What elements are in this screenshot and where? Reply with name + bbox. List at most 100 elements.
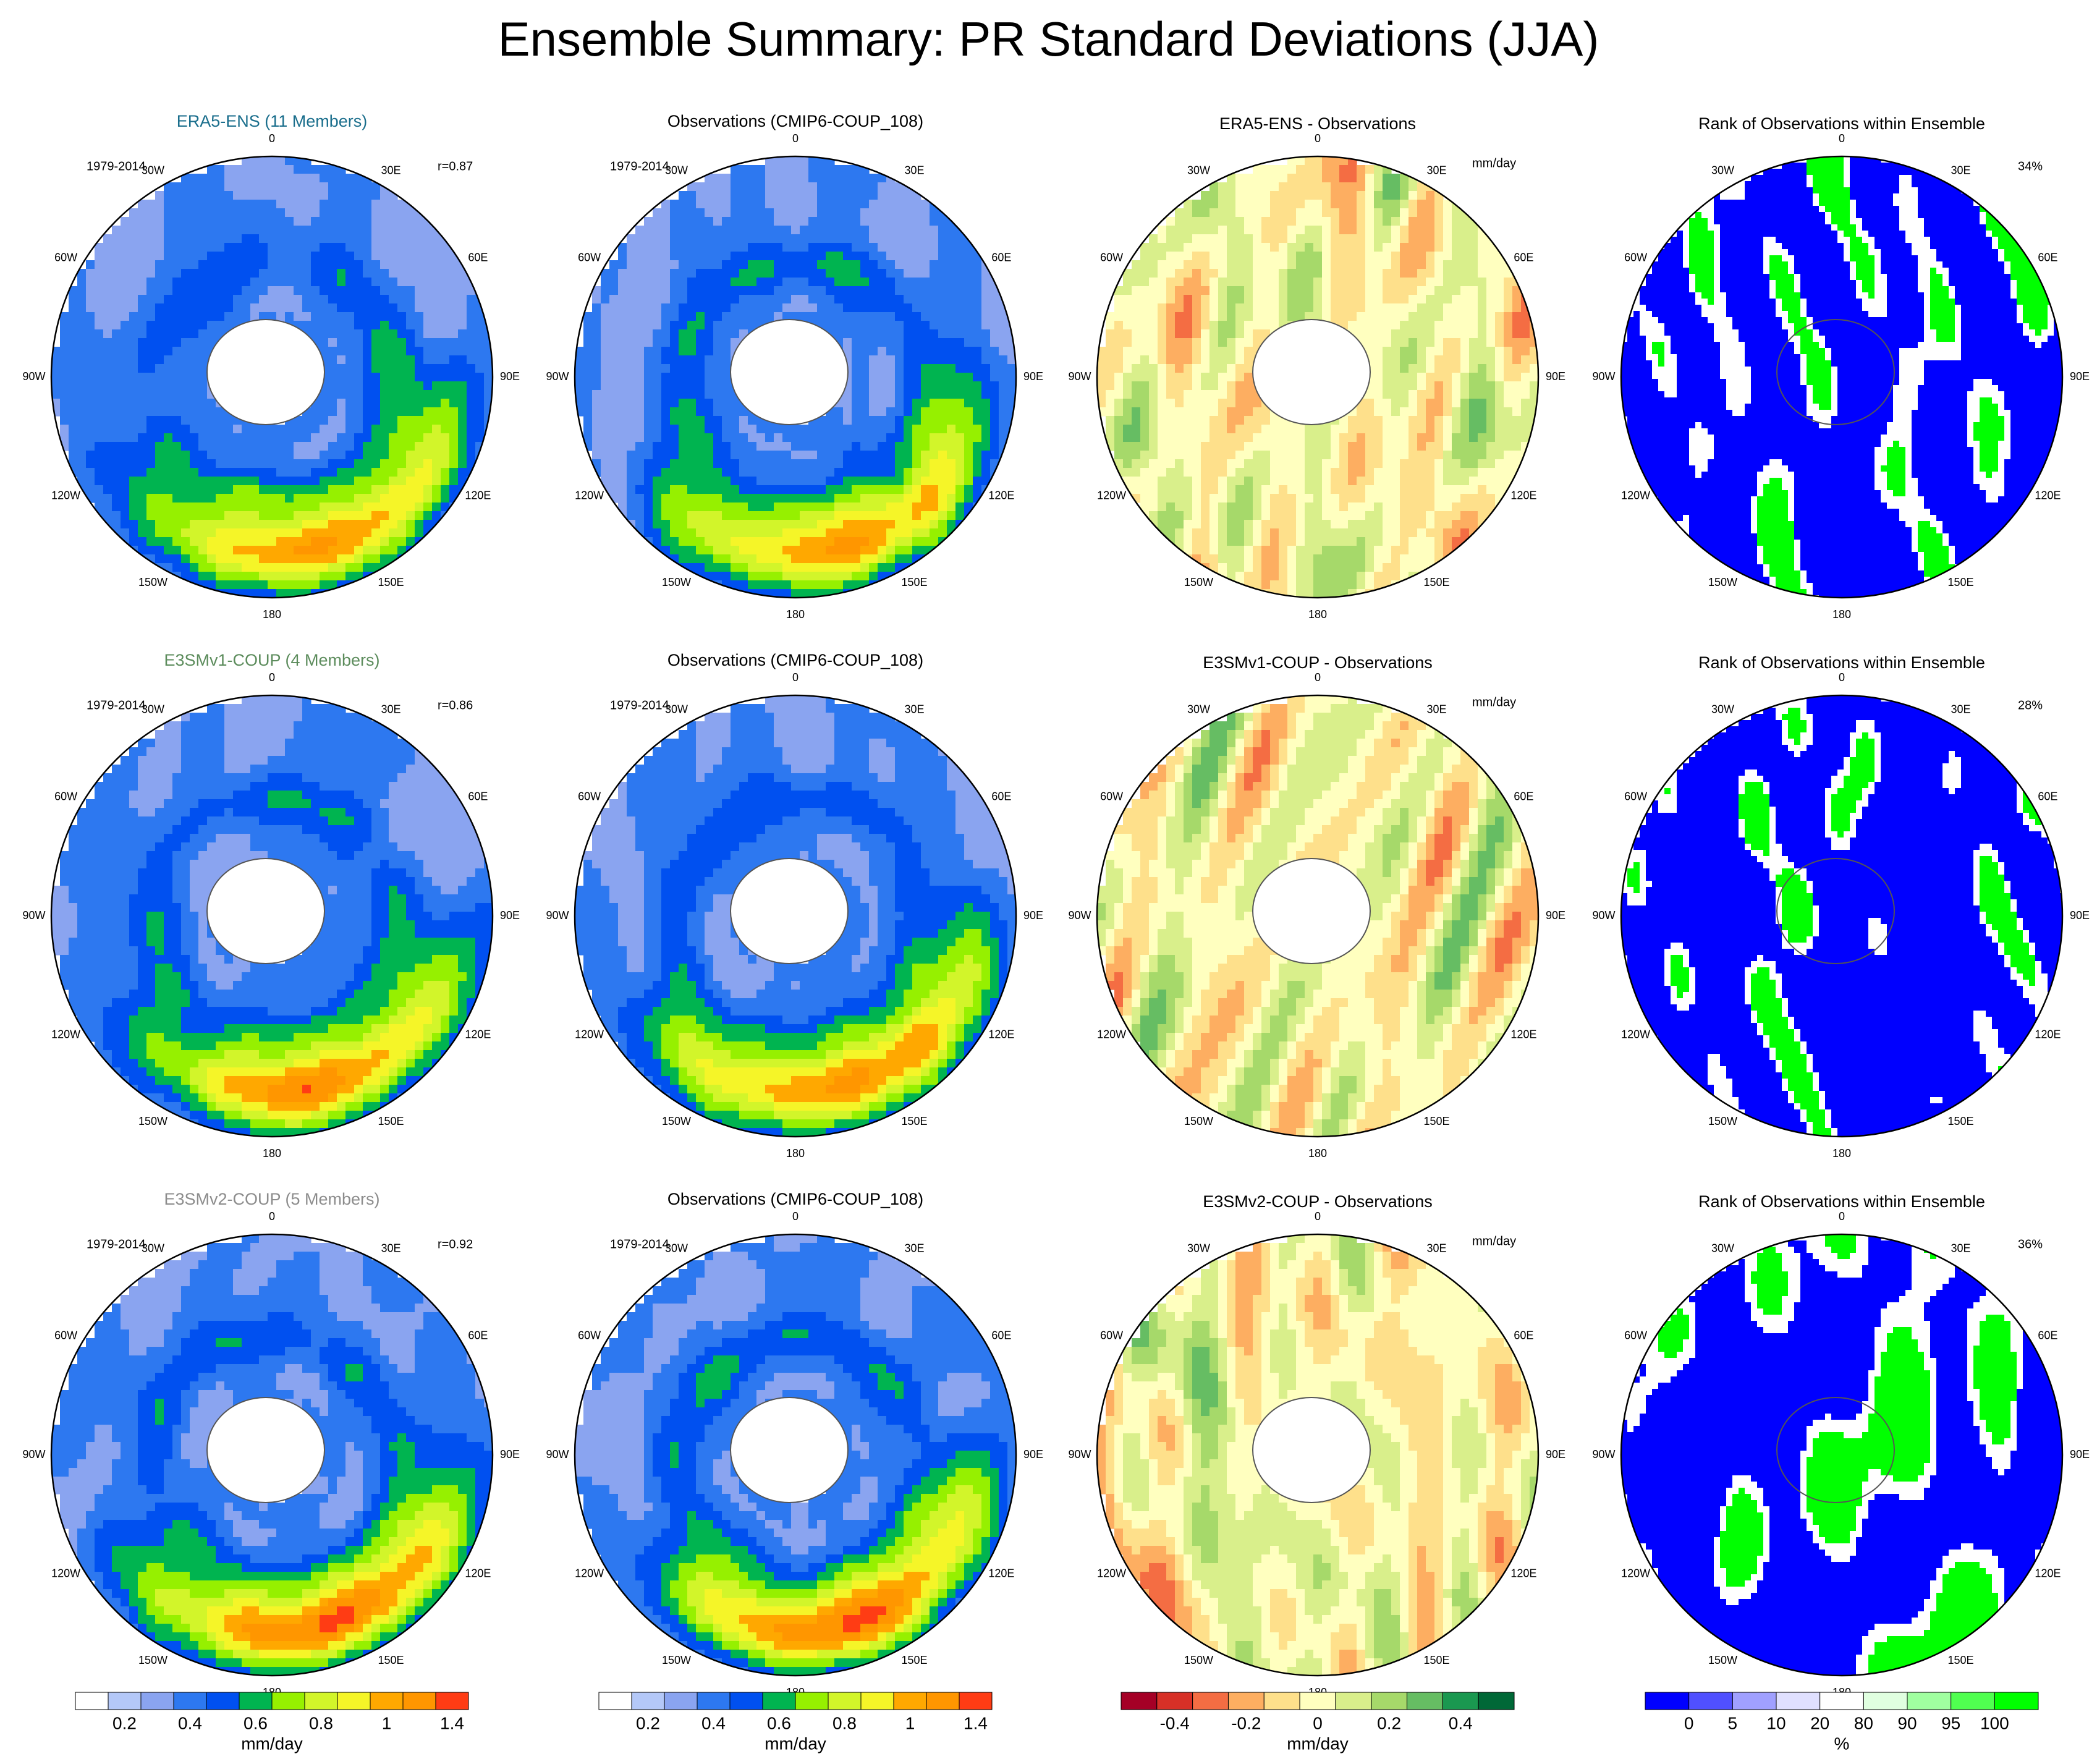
- longitude-label: 120W: [575, 1567, 604, 1579]
- colorbar-box: [370, 1692, 404, 1710]
- longitude-label: 60W: [54, 251, 77, 263]
- longitude-label: 0: [792, 132, 799, 145]
- map-panel-r1-c4: 0 30E 60E 90E 120E 150E 180 150W 120W 90W 60W 30W: [1592, 132, 2090, 621]
- longitude-label: 120W: [1621, 1567, 1650, 1579]
- longitude-label: 150W: [1184, 576, 1213, 588]
- longitude-label: 0: [269, 1210, 275, 1223]
- longitude-label: 120W: [1621, 1028, 1650, 1040]
- longitude-label: 120W: [51, 1567, 80, 1579]
- longitude-label: 90E: [1546, 1448, 1565, 1461]
- colorbar-box: [1863, 1692, 1908, 1710]
- longitude-label: 90E: [1023, 1448, 1043, 1461]
- antarctica-coastline: [1776, 319, 1895, 425]
- map-boundary: [574, 1233, 1017, 1677]
- longitude-label: 90W: [1592, 370, 1615, 383]
- longitude-label: 120E: [1510, 1028, 1536, 1040]
- longitude-label: 60W: [1624, 790, 1647, 802]
- colorbar-box: [697, 1692, 731, 1710]
- longitude-label: 150W: [1708, 576, 1737, 588]
- colorbar-box: [1121, 1692, 1158, 1710]
- longitude-label: 30E: [1426, 703, 1446, 715]
- longitude-label: 60E: [1514, 251, 1533, 263]
- colorbar-4: 0 5 10 20 80 90 95 100%: [1645, 1692, 2039, 1753]
- longitude-label: 30E: [1426, 1242, 1446, 1254]
- colorbar-tick: -0.4: [1160, 1713, 1190, 1732]
- longitude-label: 90E: [2070, 370, 2090, 383]
- longitude-label: 0: [1839, 132, 1845, 145]
- longitude-label: 30E: [904, 703, 924, 715]
- longitude-label: 150E: [901, 1654, 927, 1666]
- map-panel-r2-c1: 0 30E 60E 90E 120E 150E 180 150W 120W 90W 60W 30W: [22, 671, 520, 1160]
- correlation-label: r=0.87: [438, 159, 473, 173]
- longitude-label: 0: [1839, 671, 1845, 684]
- longitude-label: 120E: [988, 1567, 1014, 1579]
- longitude-label: 0: [269, 132, 275, 145]
- colorbar-units: mm/day: [1287, 1734, 1349, 1753]
- colorbar-box: [1688, 1692, 1733, 1710]
- difference-title: E3SMv2-COUP - Observations: [1203, 1192, 1433, 1211]
- longitude-label: 150E: [1423, 1115, 1449, 1127]
- antarctica-coastline: [730, 1397, 849, 1503]
- colorbar-box: [860, 1692, 894, 1710]
- colorbar-box: [1951, 1692, 1995, 1710]
- longitude-label: 0: [792, 1210, 799, 1223]
- colorbar-box: [1192, 1692, 1229, 1710]
- observations-title: Observations (CMIP6-COUP_108): [667, 112, 923, 130]
- colorbar-box: [598, 1692, 632, 1710]
- longitude-label: 150E: [901, 576, 927, 588]
- longitude-label: 30W: [1187, 164, 1210, 176]
- colorbar-box: [1227, 1692, 1265, 1710]
- map-panel-r2-c3: 0 30E 60E 90E 120E 150E 180 150W 120W 90W 60W 30W: [1068, 671, 1565, 1160]
- longitude-label: 60W: [1624, 251, 1647, 263]
- longitude-label: 150E: [1947, 1115, 1973, 1127]
- longitude-label: 90E: [2070, 909, 2090, 922]
- longitude-label: 30E: [381, 703, 400, 715]
- longitude-label: 60E: [991, 790, 1011, 802]
- longitude-label: 120E: [2035, 489, 2061, 501]
- rank-percent-label: 34%: [2018, 159, 2043, 173]
- colorbar-box: [893, 1692, 927, 1710]
- longitude-label: 120W: [51, 1028, 80, 1040]
- colorbar-box: [795, 1692, 829, 1710]
- longitude-label: 120E: [465, 1567, 491, 1579]
- longitude-label: 90W: [1068, 909, 1091, 922]
- longitude-label: 60E: [991, 1329, 1011, 1341]
- longitude-label: 180: [263, 608, 281, 621]
- rank-percent-label: 28%: [2018, 698, 2043, 712]
- longitude-label: 30W: [665, 164, 688, 176]
- map-field: [1097, 156, 1538, 598]
- longitude-label: 150E: [1423, 576, 1449, 588]
- antarctica-coastline: [206, 319, 325, 425]
- longitude-label: 30E: [381, 164, 400, 176]
- map-boundary: [1620, 694, 2064, 1138]
- colorbar-box: [337, 1692, 371, 1710]
- longitude-label: 30E: [1951, 164, 1970, 176]
- rank-title: Rank of Observations within Ensemble: [1698, 1192, 1985, 1211]
- map-field: [575, 695, 1016, 1137]
- map-panel-r2-c2: 0 30E 60E 90E 120E 150E 180 150W 120W 90W 60W 30W: [546, 671, 1043, 1160]
- longitude-label: 30W: [1711, 703, 1734, 715]
- colorbar-box: [206, 1692, 240, 1710]
- colorbar-box: [1371, 1692, 1408, 1710]
- colorbar-tick: 90: [1897, 1713, 1917, 1732]
- longitude-label: 60W: [1624, 1329, 1647, 1341]
- map-field: [1097, 1234, 1538, 1676]
- longitude-label: 0: [1315, 671, 1321, 684]
- colorbar-box: [828, 1692, 862, 1710]
- period-label: 1979-2014: [87, 698, 146, 712]
- colorbar-tick: 80: [1854, 1713, 1873, 1732]
- longitude-label: 90E: [500, 909, 520, 922]
- longitude-label: 60E: [1514, 790, 1533, 802]
- longitude-label: 120E: [988, 1028, 1014, 1040]
- antarctica-coastline: [206, 858, 325, 964]
- longitude-label: 150E: [1423, 1654, 1449, 1666]
- colorbar-box: [108, 1692, 142, 1710]
- longitude-label: 180: [1308, 608, 1327, 621]
- map-panel-r1-c2: 0 30E 60E 90E 120E 150E 180 150W 120W 90W 60W 30W: [546, 132, 1043, 621]
- observations-title: Observations (CMIP6-COUP_108): [667, 651, 923, 669]
- observations-title: Observations (CMIP6-COUP_108): [667, 1190, 923, 1208]
- longitude-label: 30W: [1187, 703, 1210, 715]
- rank-percent-label: 36%: [2018, 1237, 2043, 1251]
